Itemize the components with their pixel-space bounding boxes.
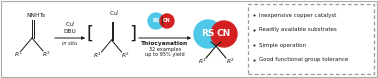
Text: in situ: in situ	[62, 41, 77, 46]
Text: Cu$^I$: Cu$^I$	[65, 20, 76, 29]
Text: Simple operation: Simple operation	[259, 43, 306, 48]
FancyBboxPatch shape	[248, 4, 374, 74]
Text: R$^1$: R$^1$	[14, 49, 22, 59]
Text: DBU: DBU	[64, 29, 76, 34]
Text: up to 95% yield: up to 95% yield	[145, 52, 185, 57]
Circle shape	[211, 21, 237, 47]
Text: Readily available substrates: Readily available substrates	[259, 28, 337, 33]
Text: RS: RS	[152, 18, 160, 23]
Text: 32 examples: 32 examples	[149, 47, 181, 52]
Text: CN: CN	[217, 28, 231, 38]
Text: Thiocyanation: Thiocyanation	[141, 41, 189, 46]
Text: Inexpensive copper catalyst: Inexpensive copper catalyst	[259, 12, 336, 17]
Text: [: [	[87, 25, 93, 43]
Text: R$^1$: R$^1$	[198, 56, 206, 66]
Circle shape	[194, 20, 222, 48]
Circle shape	[160, 14, 174, 28]
Text: RS: RS	[201, 28, 215, 38]
Text: R$^2$: R$^2$	[121, 50, 130, 60]
Text: NNHTs: NNHTs	[26, 13, 46, 18]
Text: ]: ]	[130, 25, 136, 43]
Text: Cu$^I$: Cu$^I$	[109, 9, 120, 18]
Circle shape	[148, 13, 164, 29]
Text: R$^2$: R$^2$	[42, 49, 50, 59]
Text: CN: CN	[163, 18, 171, 23]
Text: Good functional group tolerance: Good functional group tolerance	[259, 57, 348, 62]
Text: R$^1$: R$^1$	[93, 50, 102, 60]
Text: R$^2$: R$^2$	[226, 56, 234, 66]
